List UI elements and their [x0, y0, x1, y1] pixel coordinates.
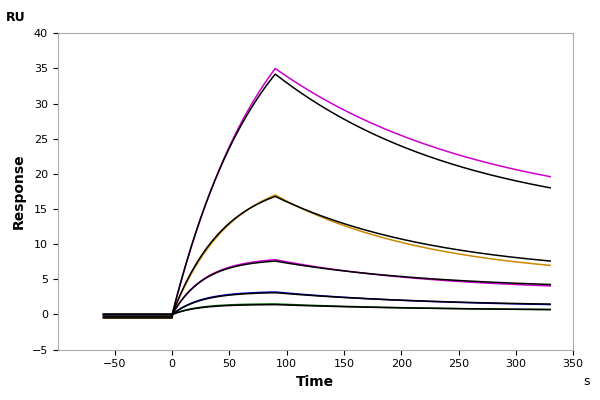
Text: RU: RU [6, 11, 26, 24]
X-axis label: Time: Time [296, 375, 334, 389]
Y-axis label: Response: Response [12, 154, 26, 229]
Text: s: s [583, 375, 590, 388]
